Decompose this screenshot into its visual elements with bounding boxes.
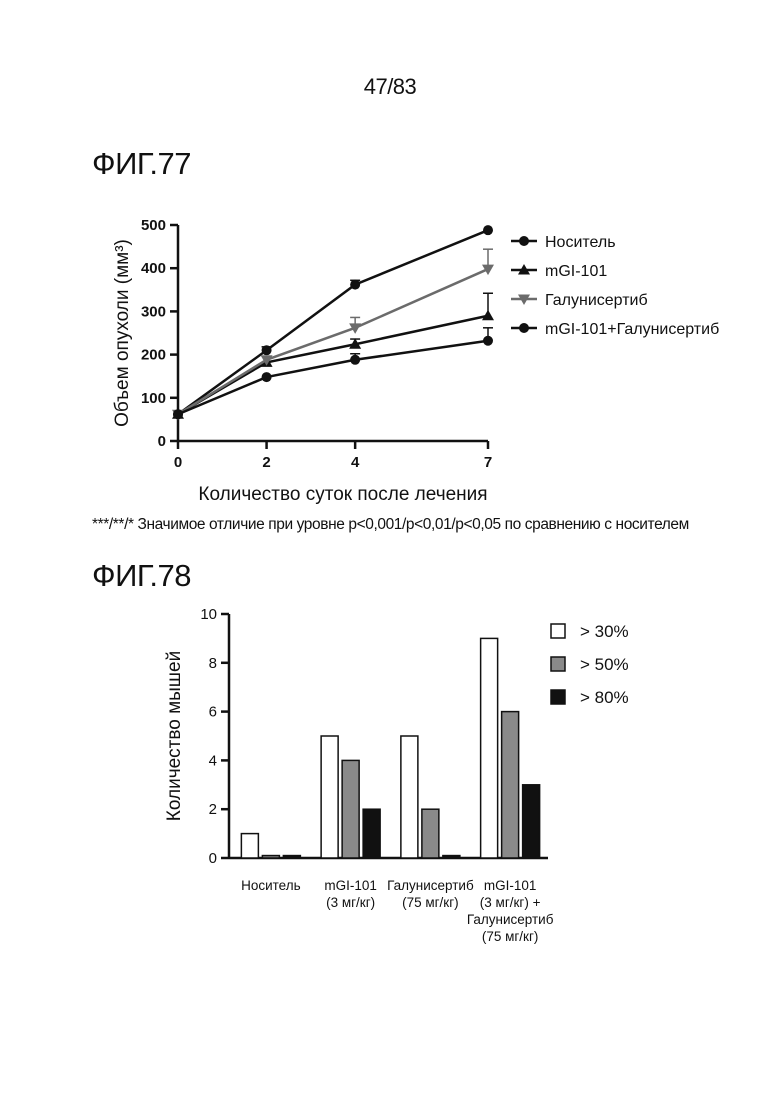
bar xyxy=(241,834,258,858)
category-label-line: Галунисертиб xyxy=(387,878,474,893)
bar xyxy=(422,809,439,858)
y-tick-label: 0 xyxy=(209,850,217,867)
bar xyxy=(283,856,300,858)
category-label-line: (75 мг/кг) xyxy=(482,929,539,944)
legend-swatch xyxy=(551,624,565,638)
y-tick-label: 8 xyxy=(209,655,217,672)
category-label-line: mGI-101 xyxy=(324,878,377,893)
mouse-count-bar-chart: 0 2 4 6 8 10 Количество мышей Носитель mGI-101 (3… xyxy=(0,0,780,1103)
y-tick-label: 4 xyxy=(209,752,217,769)
bar xyxy=(363,809,380,858)
category-label-line: (3 мг/кг) + xyxy=(480,895,541,910)
bar xyxy=(321,736,338,858)
bar xyxy=(523,785,540,858)
legend-swatch xyxy=(551,657,565,671)
bar xyxy=(481,638,498,858)
category-label: Носитель xyxy=(241,878,301,893)
y-tick-label: 6 xyxy=(209,704,217,721)
bar xyxy=(401,736,418,858)
bar xyxy=(342,760,359,858)
category-label: Галунисертиб (75 мг/кг) xyxy=(387,878,474,910)
y-tick-label: 10 xyxy=(200,606,217,623)
category-label-line: Носитель xyxy=(241,878,301,893)
category-label: mGI-101 (3 мг/кг) + Галунисертиб (75 мг/кг) xyxy=(467,878,554,944)
category-label-line: (3 мг/кг) xyxy=(326,895,375,910)
bar xyxy=(443,856,460,858)
bar xyxy=(262,856,279,858)
bar xyxy=(502,712,519,858)
legend-swatch xyxy=(551,690,565,704)
category-label-line: (75 мг/кг) xyxy=(402,895,459,910)
y-tick-label: 2 xyxy=(209,801,217,818)
category-label-line: Галунисертиб xyxy=(467,912,554,927)
legend-label: > 80% xyxy=(580,688,629,707)
y-axis-title: Количество мышей xyxy=(164,651,185,821)
legend-label: > 30% xyxy=(580,622,629,641)
category-label: mGI-101 (3 мг/кг) xyxy=(324,878,377,910)
category-label-line: mGI-101 xyxy=(484,878,537,893)
legend-label: > 50% xyxy=(580,655,629,674)
